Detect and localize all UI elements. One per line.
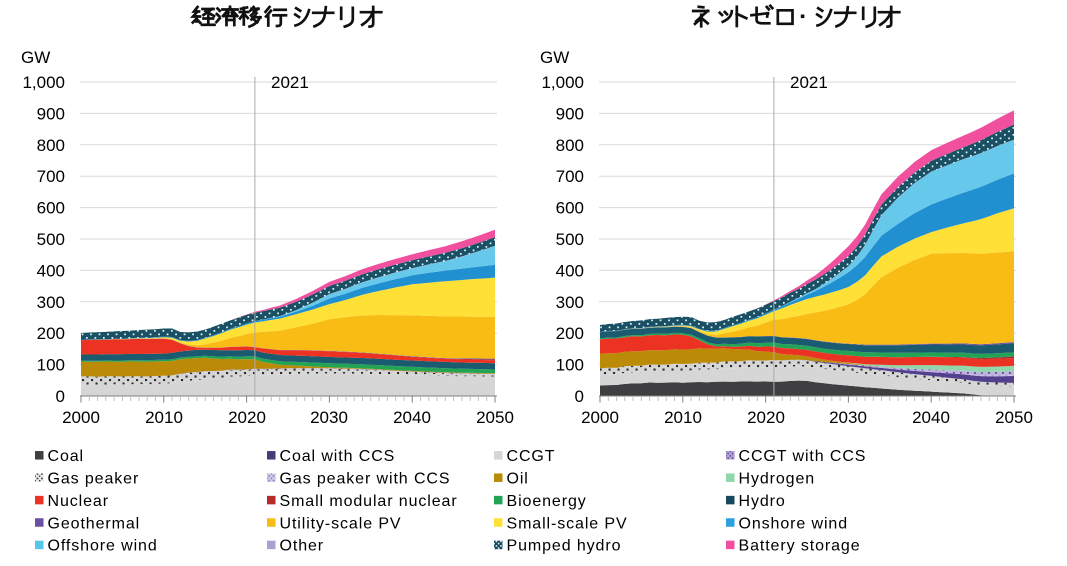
svg-text:Gas peaker with CCS: Gas peaker with CCS	[280, 471, 451, 488]
svg-text:700: 700	[37, 167, 65, 186]
svg-text:2000: 2000	[62, 408, 100, 427]
svg-text:Coal with CCS: Coal with CCS	[280, 448, 396, 465]
svg-text:100: 100	[556, 356, 584, 375]
svg-text:Coal: Coal	[48, 448, 85, 465]
svg-text:2040: 2040	[912, 408, 950, 427]
svg-text:2010: 2010	[145, 408, 183, 427]
svg-text:2000: 2000	[581, 408, 619, 427]
svg-text:Geothermal: Geothermal	[48, 515, 141, 532]
svg-text:300: 300	[556, 293, 584, 312]
svg-text:GW: GW	[540, 48, 569, 67]
svg-text:Small-scale PV: Small-scale PV	[507, 515, 628, 532]
svg-text:2030: 2030	[310, 408, 348, 427]
svg-text:100: 100	[37, 356, 65, 375]
svg-text:CCGT with CCS: CCGT with CCS	[739, 448, 867, 465]
svg-text:500: 500	[556, 230, 584, 249]
svg-text:2050: 2050	[476, 408, 514, 427]
svg-text:200: 200	[556, 324, 584, 343]
svg-text:800: 800	[556, 136, 584, 155]
svg-text:900: 900	[556, 104, 584, 123]
svg-text:2030: 2030	[829, 408, 867, 427]
svg-text:0: 0	[56, 387, 65, 406]
svg-text:2010: 2010	[664, 408, 702, 427]
svg-text:800: 800	[37, 136, 65, 155]
svg-text:2020: 2020	[747, 408, 785, 427]
svg-text:0: 0	[575, 387, 584, 406]
svg-text:500: 500	[37, 230, 65, 249]
svg-text:Oil: Oil	[507, 471, 529, 488]
svg-text:Gas peaker: Gas peaker	[48, 471, 140, 488]
svg-text:Nuclear: Nuclear	[48, 493, 109, 510]
svg-text:2021: 2021	[790, 73, 828, 92]
svg-text:Hydro: Hydro	[739, 493, 786, 510]
svg-text:GW: GW	[21, 48, 50, 67]
svg-text:Hydrogen: Hydrogen	[739, 471, 816, 488]
svg-text:Bioenergy: Bioenergy	[507, 493, 587, 510]
svg-text:Small modular nuclear: Small modular nuclear	[280, 493, 458, 510]
svg-text:2040: 2040	[393, 408, 431, 427]
svg-text:Offshore wind: Offshore wind	[48, 538, 158, 555]
svg-text:2020: 2020	[228, 408, 266, 427]
svg-text:2021: 2021	[271, 73, 309, 92]
svg-text:400: 400	[37, 261, 65, 280]
svg-text:200: 200	[37, 324, 65, 343]
svg-text:600: 600	[37, 199, 65, 218]
svg-text:1,000: 1,000	[22, 73, 65, 92]
svg-text:600: 600	[556, 199, 584, 218]
svg-text:1,000: 1,000	[541, 73, 584, 92]
svg-text:900: 900	[37, 104, 65, 123]
svg-text:CCGT: CCGT	[507, 448, 556, 465]
svg-text:Battery storage: Battery storage	[739, 538, 861, 555]
svg-text:Pumped hydro: Pumped hydro	[507, 538, 622, 555]
svg-text:400: 400	[556, 261, 584, 280]
svg-text:2050: 2050	[995, 408, 1033, 427]
svg-text:Other: Other	[280, 538, 325, 555]
svg-text:300: 300	[37, 293, 65, 312]
svg-text:700: 700	[556, 167, 584, 186]
svg-text:Onshore wind: Onshore wind	[739, 515, 849, 532]
svg-text:Utility-scale PV: Utility-scale PV	[280, 515, 402, 532]
